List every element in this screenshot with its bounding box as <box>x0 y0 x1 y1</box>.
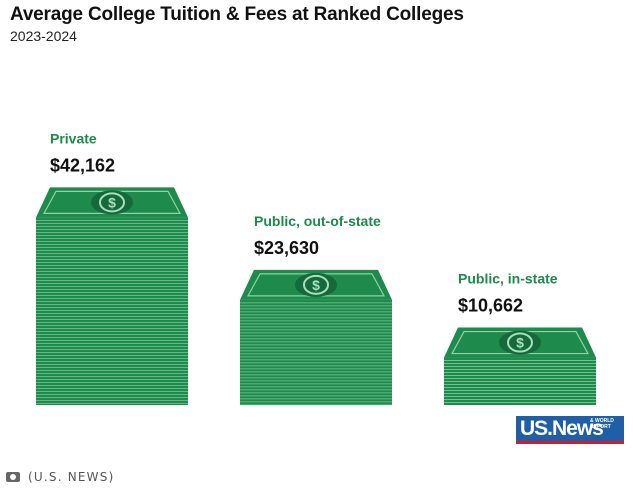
money-stack-body <box>36 217 188 405</box>
camera-icon <box>6 472 20 482</box>
dollar-sign-icon: $ <box>108 194 116 210</box>
bill-border <box>42 190 182 214</box>
bar-3: $ Public, in-state $10,662 <box>444 271 596 405</box>
logo-text: US.News <box>520 417 604 440</box>
category-label: Private <box>50 130 97 146</box>
category-label: Public, in-state <box>458 271 558 287</box>
dollar-sign-icon: $ <box>312 277 320 293</box>
value-label: $23,630 <box>254 238 319 258</box>
logo-subtext: & WORLD REPORT <box>590 418 614 430</box>
dollar-seal <box>499 330 541 355</box>
bill-border <box>450 330 590 355</box>
bill-border <box>246 273 386 297</box>
value-label: $42,162 <box>50 155 115 175</box>
chart-title: Average College Tuition & Fees at Ranked… <box>10 4 464 25</box>
dollar-ring <box>99 192 125 213</box>
category-label: Public, out-of-state <box>254 213 381 229</box>
dollar-sign-icon: $ <box>516 335 524 351</box>
bar-1: $ Private $42,162 <box>36 130 188 405</box>
chart-subtitle: 2023-2024 <box>10 28 77 44</box>
value-label: $10,662 <box>458 296 523 316</box>
us-news-logo: US.News & WORLD REPORT <box>516 416 624 444</box>
dollar-ring <box>507 332 533 353</box>
dollar-seal <box>91 190 133 215</box>
money-stack-body <box>240 299 392 405</box>
credit-text: (U.S. NEWS) <box>28 470 115 484</box>
image-credit: (U.S. NEWS) <box>6 470 114 484</box>
dollar-seal <box>295 272 337 297</box>
dollar-ring <box>303 274 329 295</box>
bar-2: $ Public, out-of-state $23,630 <box>240 213 392 406</box>
